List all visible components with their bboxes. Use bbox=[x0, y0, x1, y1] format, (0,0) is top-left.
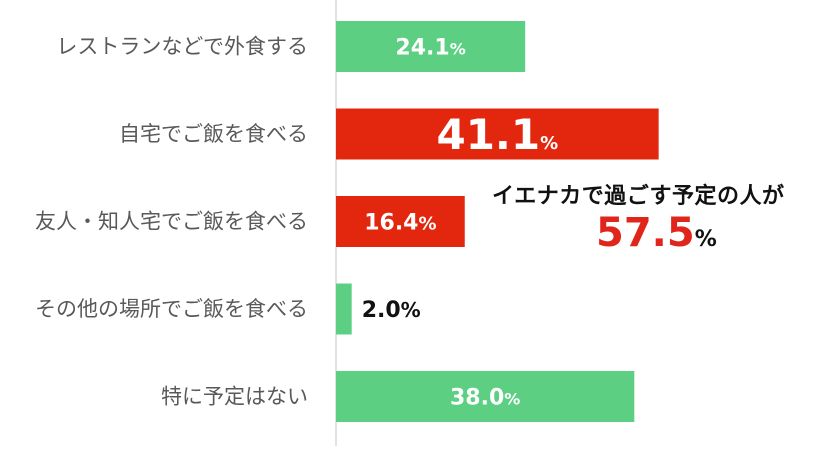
category-label: 自宅でご飯を食べる bbox=[119, 122, 308, 146]
bar bbox=[336, 108, 659, 160]
bar-value-label: 38.0% bbox=[450, 385, 520, 410]
bar bbox=[336, 196, 465, 247]
category-label: その他の場所でご飯を食べる bbox=[35, 297, 308, 321]
bar bbox=[336, 371, 635, 422]
bar-value-label: 41.1% bbox=[436, 110, 558, 159]
bar-value-label: 24.1% bbox=[395, 35, 465, 60]
category-label: 友人・知人宅でご飯を食べる bbox=[35, 210, 308, 234]
bar bbox=[336, 283, 352, 335]
bar bbox=[336, 21, 526, 72]
bar-value-label: 16.4% bbox=[364, 210, 436, 235]
annotation-value-unit: % bbox=[694, 227, 717, 252]
category-label: 特に予定はない bbox=[161, 385, 308, 409]
annotation-value: 57.5% bbox=[596, 210, 717, 256]
bar-value-label: 2.0% bbox=[362, 298, 421, 323]
category-label: レストランなどで外食する bbox=[56, 35, 308, 59]
annotation-value-number: 57.5 bbox=[596, 210, 695, 256]
bars-group: レストランなどで外食する 24.1% 自宅でご飯を食べる 41.1% 友人・知人宅でご飯… bbox=[35, 21, 659, 422]
annotation-caption: イエナカで過ごす予定の人が bbox=[492, 184, 785, 209]
